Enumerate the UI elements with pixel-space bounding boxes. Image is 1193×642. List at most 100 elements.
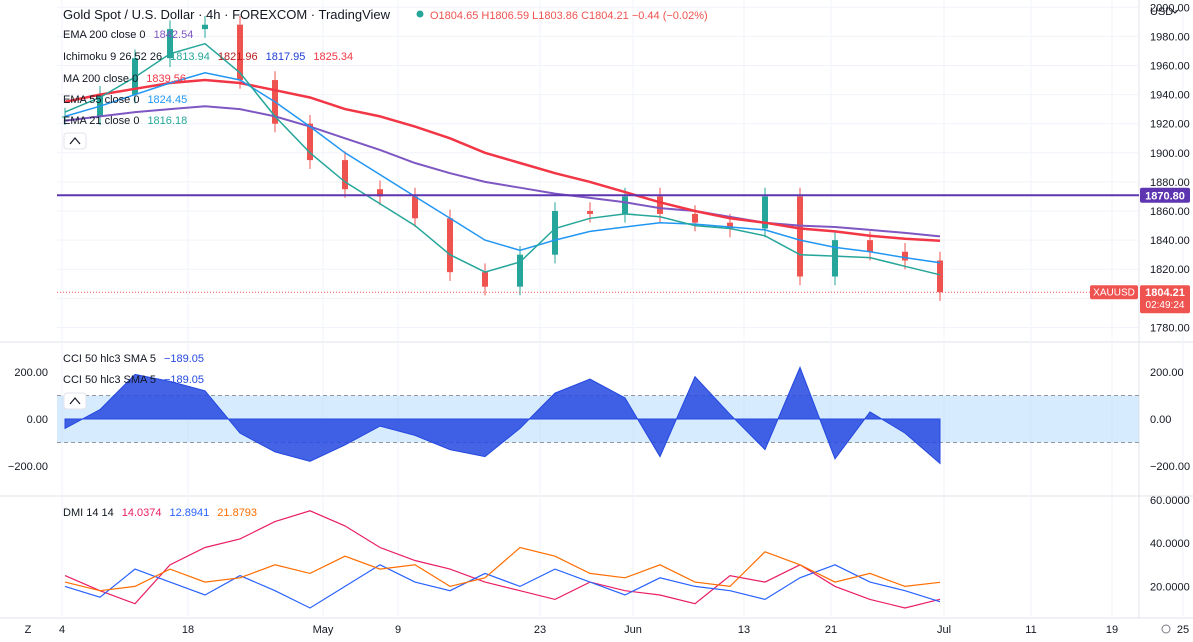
price-axis[interactable]: 2000.00 1980.00 1960.00 1940.00 1920.00 1900.… xyxy=(1150,2,1190,334)
cci-tick-label-left: 0.00 xyxy=(27,414,48,426)
candle-body xyxy=(867,240,873,252)
gear-icon xyxy=(1161,624,1171,634)
cci-value: −189.05 xyxy=(164,353,204,365)
time-tick-label: 4 xyxy=(59,624,65,636)
series-line xyxy=(64,105,941,238)
indicator-name[interactable]: MA 200 close 0 xyxy=(63,73,138,85)
cci-area xyxy=(64,365,941,465)
candle-body xyxy=(167,29,173,59)
currency-label[interactable]: USD xyxy=(1150,6,1173,18)
indicator-name[interactable]: EMA 200 close 0 xyxy=(63,29,146,41)
candle-body xyxy=(237,24,243,81)
time-tick-label: 21 xyxy=(825,624,837,636)
candle-body xyxy=(902,251,908,261)
indicator-value: 1813.94 xyxy=(170,51,210,63)
candle-body xyxy=(482,272,488,287)
series-line xyxy=(64,72,941,264)
candle-body xyxy=(797,196,803,277)
dmi-line xyxy=(64,546,941,592)
dmi-tick-label: 60.0000 xyxy=(1150,495,1190,507)
candle-body xyxy=(202,24,208,30)
indicator-value: 1824.45 xyxy=(147,94,187,106)
cci-label[interactable]: CCI 50 hlc3 SMA 5 xyxy=(63,374,156,386)
chevron-down-icon xyxy=(1171,9,1179,14)
series-line xyxy=(64,42,941,276)
indicator-value: 1825.34 xyxy=(313,51,353,63)
indicator-name[interactable]: Ichimoku 9 26 52 26 xyxy=(63,51,162,63)
chart-marks xyxy=(62,16,943,609)
time-axis[interactable]: 4 18 May 9 23 Jun 13 21 Jul 11 19 25 xyxy=(59,624,1189,636)
candle-body xyxy=(762,196,768,229)
dmi-tick-label: 40.0000 xyxy=(1150,538,1190,550)
svg-text:CCI 50 hlc3 SMA 5−189.05: CCI 50 hlc3 SMA 5 −189.05 xyxy=(63,374,204,386)
dmi-axis: 60.0000 40.0000 20.0000 xyxy=(1150,495,1190,593)
price-tick-label: 1940.00 xyxy=(1150,90,1190,102)
symbol-price-tag: XAUUSD 1804.21 02:49:24 xyxy=(1090,285,1190,314)
candle-body xyxy=(657,196,663,214)
indicator-name[interactable]: EMA 21 close 0 xyxy=(63,115,139,127)
dmi-line xyxy=(64,564,941,609)
candle-body xyxy=(937,260,943,293)
indicator-legend: EMA 200 close 0 1842.54 Ichimoku 9 26 52 … xyxy=(63,29,353,127)
time-tick-label: 18 xyxy=(182,624,194,636)
svg-text:CCI 50 hlc3 SMA 5−189.05: CCI 50 hlc3 SMA 5 −189.05 xyxy=(63,353,204,365)
cci-tick-label-left: 200.00 xyxy=(14,367,48,379)
candle-body xyxy=(307,123,313,161)
candle-body xyxy=(552,211,558,255)
cci-value: −189.05 xyxy=(164,374,204,386)
hline-price: 1870.80 xyxy=(1145,190,1185,202)
collapse-cci-legend-button[interactable] xyxy=(63,392,87,410)
dmi-value: 21.8793 xyxy=(217,507,257,519)
symbol-tag: XAUUSD xyxy=(1093,288,1135,299)
dmi-value: 12.8941 xyxy=(170,507,210,519)
cci-tick-label-right: 200.00 xyxy=(1150,367,1184,379)
dmi-value: 14.0374 xyxy=(122,507,162,519)
time-tick-label: 9 xyxy=(395,624,401,636)
candle-body xyxy=(377,189,383,197)
candle-body xyxy=(517,254,523,287)
cci-tick-label-left: −200.00 xyxy=(8,461,48,473)
cci-tick-label-right: −200.00 xyxy=(1150,461,1190,473)
time-tick-label: May xyxy=(313,624,334,636)
time-tick-label: 23 xyxy=(534,624,546,636)
time-tick-label: Jun xyxy=(624,624,642,636)
indicator-value: 1816.18 xyxy=(147,115,187,127)
market-open-icon xyxy=(416,10,424,18)
candle-body xyxy=(62,116,68,118)
zoom-reset-button[interactable]: Z xyxy=(25,624,32,636)
dmi-tick-label: 20.0000 xyxy=(1150,581,1190,593)
indicator-name[interactable]: EMA 55 close 0 xyxy=(63,94,139,106)
candle-body xyxy=(692,213,698,223)
grid xyxy=(57,0,1184,618)
candle-body xyxy=(412,196,418,219)
cci-axis: 200.00 200.00 0.00 0.00 −200.00 −200.00 xyxy=(8,367,1190,473)
candle-body xyxy=(587,211,593,214)
indicator-value: 1821.96 xyxy=(218,51,258,63)
cci-label[interactable]: CCI 50 hlc3 SMA 5 xyxy=(63,353,156,365)
price-tick-label: 1920.00 xyxy=(1150,119,1190,131)
chevron-up-icon xyxy=(69,137,81,145)
price-tick-label: 1840.00 xyxy=(1150,235,1190,247)
candle-body xyxy=(727,222,733,229)
price-tick-label: 1860.00 xyxy=(1150,206,1190,218)
indicator-value: 1817.95 xyxy=(266,51,306,63)
candle-body xyxy=(832,240,838,277)
time-tick-label: Jul xyxy=(937,624,951,636)
dmi-label[interactable]: DMI 14 14 xyxy=(63,507,114,519)
collapse-legend-button[interactable] xyxy=(63,132,87,150)
price-tick-label: 1780.00 xyxy=(1150,322,1190,334)
candle-body xyxy=(447,218,453,273)
price-tick-label: 1960.00 xyxy=(1150,60,1190,72)
candle-body xyxy=(342,160,348,190)
price-tick-label: 1820.00 xyxy=(1150,264,1190,276)
time-axis-settings-button[interactable] xyxy=(1161,624,1171,634)
price-tick-label: 2000.00 xyxy=(1150,2,1190,14)
cci-tick-label-right: 0.00 xyxy=(1150,414,1171,426)
indicator-value: 1839.56 xyxy=(146,73,186,85)
